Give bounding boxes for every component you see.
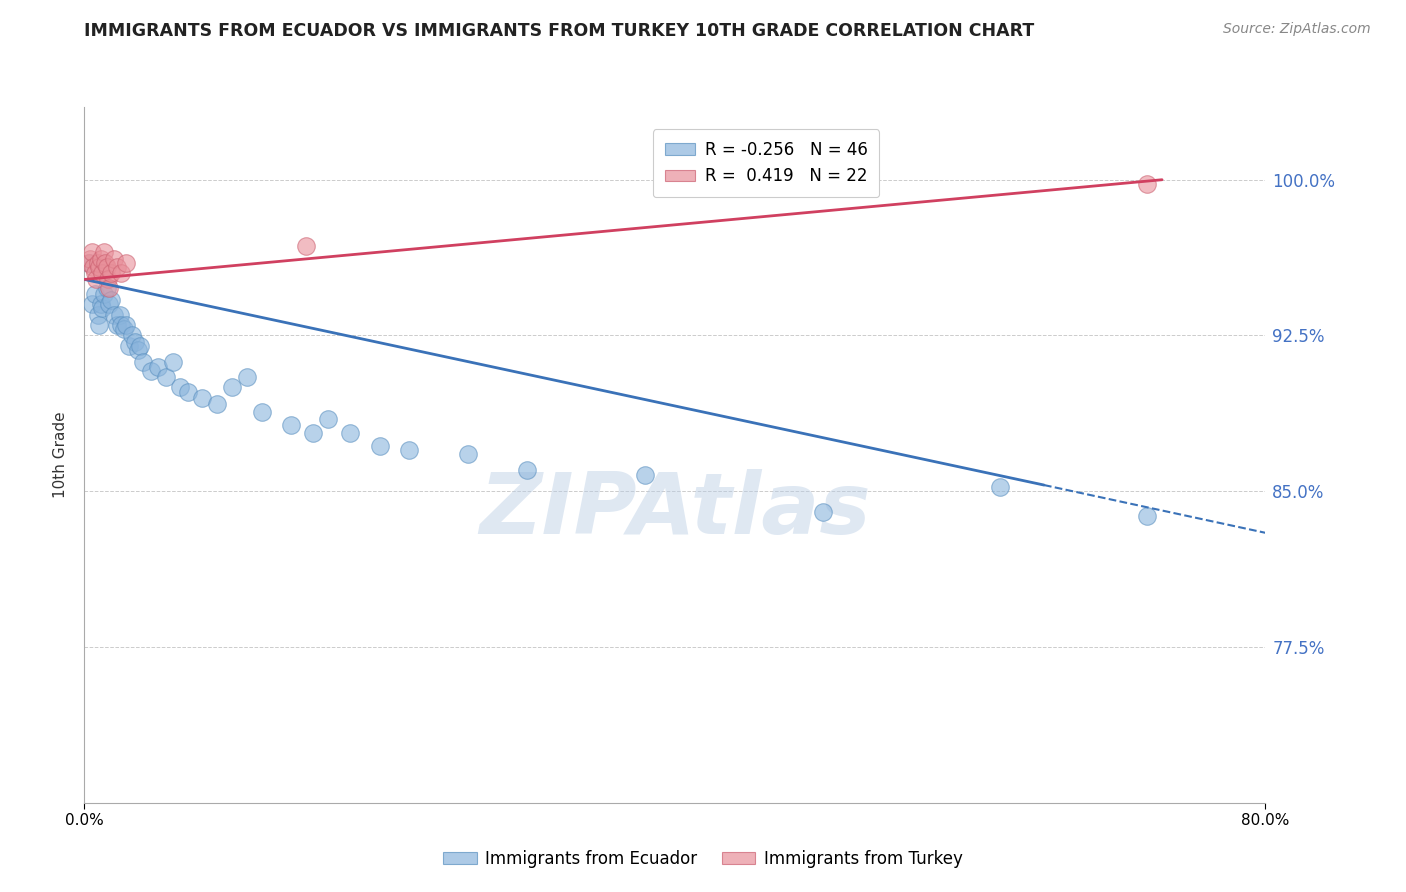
Point [112,322,135,336]
Point [516,463,538,477]
Point [83,287,105,301]
Point [280,417,302,432]
Point [77,256,100,270]
Point [114,256,136,270]
Point [90,252,112,266]
Point [100,293,122,308]
Point [129,339,152,353]
Point [98,297,121,311]
Text: Source: ZipAtlas.com: Source: ZipAtlas.com [1223,22,1371,37]
Point [97,272,120,286]
Point [89,318,111,332]
Point [155,370,177,384]
Point [457,447,479,461]
Y-axis label: 10th Grade: 10th Grade [53,411,69,499]
Point [236,370,259,384]
Point [82,260,104,274]
Point [316,411,339,425]
Point [96,281,118,295]
Point [339,426,361,441]
Point [811,505,834,519]
Point [127,343,149,357]
Legend: R = -0.256   N = 46, R =  0.419   N = 22: R = -0.256 N = 46, R = 0.419 N = 22 [652,129,879,197]
Point [91,266,114,280]
Point [105,318,128,332]
Point [124,334,146,349]
Point [108,308,131,322]
Point [221,380,243,394]
Point [93,245,115,260]
Point [100,266,122,280]
Point [162,355,184,369]
Legend: Immigrants from Ecuador, Immigrants from Turkey: Immigrants from Ecuador, Immigrants from… [437,844,969,875]
Point [169,380,191,394]
Point [103,252,125,266]
Point [98,281,121,295]
Point [96,260,118,274]
Point [398,442,420,457]
Point [139,364,162,378]
Point [103,308,125,322]
Point [79,252,101,266]
Point [1136,177,1159,191]
Point [302,426,325,441]
Point [177,384,200,399]
Point [86,308,108,322]
Point [132,355,155,369]
Point [114,318,136,332]
Point [105,260,128,274]
Point [93,287,115,301]
Point [94,256,117,270]
Text: IMMIGRANTS FROM ECUADOR VS IMMIGRANTS FROM TURKEY 10TH GRADE CORRELATION CHART: IMMIGRANTS FROM ECUADOR VS IMMIGRANTS FR… [84,22,1035,40]
Point [90,297,112,311]
Point [634,467,657,482]
Point [1136,509,1159,524]
Point [110,318,132,332]
Point [148,359,170,374]
Point [295,239,318,253]
Point [91,301,114,316]
Point [191,391,214,405]
Point [118,339,141,353]
Point [250,405,273,419]
Point [83,266,105,280]
Point [86,256,108,270]
Point [121,328,143,343]
Point [84,272,107,286]
Point [89,260,111,274]
Point [205,397,228,411]
Point [77,256,100,270]
Point [80,297,103,311]
Point [988,480,1011,494]
Point [80,245,103,260]
Point [110,266,132,280]
Text: ZIPAtlas: ZIPAtlas [479,469,870,552]
Point [368,439,391,453]
